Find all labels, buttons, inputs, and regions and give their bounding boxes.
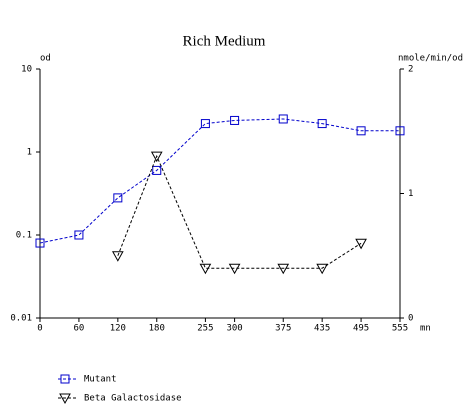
x-tick-label: 435 — [314, 324, 330, 334]
series-line — [117, 154, 362, 269]
marker — [199, 263, 212, 275]
x-tick-label: 180 — [149, 324, 165, 334]
marker — [200, 119, 210, 129]
marker — [150, 151, 163, 163]
chart-title: Rich Medium — [183, 33, 266, 49]
marker — [74, 230, 84, 240]
marker — [316, 263, 329, 275]
marker — [152, 165, 162, 175]
y2-axis-label: nmole/min/od — [398, 54, 463, 64]
x-tick-label: 300 — [226, 324, 242, 334]
y-tick-label: 0.01 — [10, 314, 32, 324]
marker — [356, 126, 366, 136]
marker — [395, 126, 405, 136]
x-tick-label: 495 — [353, 324, 369, 334]
y-tick-label: 10 — [21, 65, 32, 75]
y-tick-label: 1 — [27, 148, 32, 158]
marker — [113, 193, 123, 203]
x-tick-label: 120 — [110, 324, 126, 334]
x-tick-label: 375 — [275, 324, 291, 334]
marker — [59, 393, 71, 405]
y2-tick-label: 0 — [408, 314, 413, 324]
marker — [60, 374, 70, 384]
marker — [277, 263, 290, 275]
marker — [355, 238, 367, 250]
y2-tick-label: 1 — [408, 189, 413, 199]
x-tick-label: 60 — [73, 324, 84, 334]
marker — [230, 115, 240, 125]
x-tick-label: 0 — [37, 324, 42, 334]
y-axis-label: od — [40, 54, 51, 64]
series-line — [39, 118, 400, 244]
marker — [35, 238, 45, 248]
marker — [278, 114, 288, 124]
y2-tick-label: 2 — [408, 65, 413, 75]
legend-label: Beta Galactosidase — [84, 394, 182, 404]
marker — [228, 263, 241, 275]
legend-label: Mutant — [84, 375, 117, 385]
x-axis-label: mn — [420, 324, 431, 334]
marker — [111, 251, 124, 262]
x-tick-label: 555 — [392, 324, 408, 334]
y-tick-label: 0.1 — [16, 231, 32, 241]
marker — [317, 119, 327, 129]
x-tick-label: 255 — [197, 324, 213, 334]
